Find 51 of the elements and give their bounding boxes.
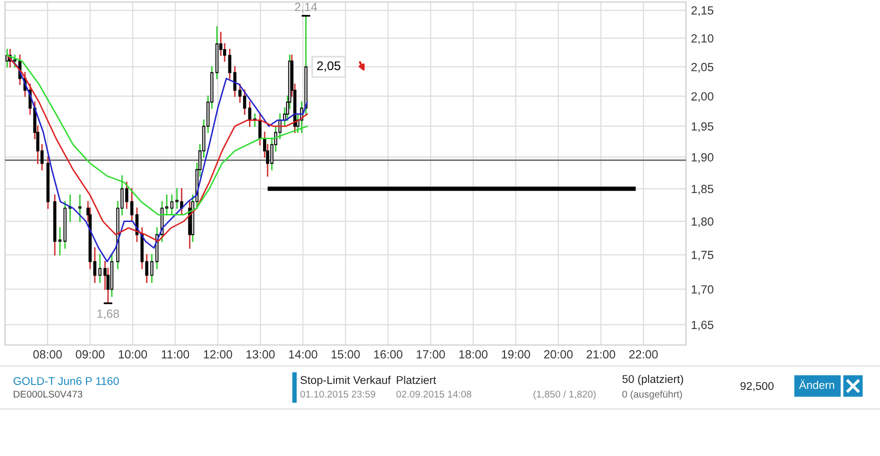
- text: 92,500: [740, 382, 774, 392]
- y-tick-label: 2,00: [691, 92, 714, 102]
- text: Platziert: [396, 376, 436, 384]
- y-tick-label: 2,15: [691, 6, 714, 16]
- text: DE000LS0V473: [14, 390, 82, 398]
- text: 02.09.2015 14:08: [396, 390, 472, 398]
- candlestick: [58, 227, 62, 256]
- text: 01.10.2015 23:59: [300, 390, 376, 398]
- y-tick-label: 1,80: [692, 217, 714, 228]
- annotation: 2,14: [295, 2, 318, 12]
- x-tick-label: 21:00: [586, 350, 616, 359]
- x-tick-label: 12:00: [204, 350, 232, 359]
- text: Stop-Limit Verkauf: [300, 376, 391, 386]
- candlestick: [233, 66, 236, 97]
- x-tick-label: 09:00: [76, 350, 104, 359]
- text: 0 (ausgeführt): [622, 390, 682, 400]
- x-tick-label: 15:00: [332, 350, 360, 359]
- candlestick: [93, 247, 96, 283]
- candlestick: [130, 188, 134, 222]
- candlestick: [248, 101, 252, 127]
- x-tick-label: 13:00: [246, 350, 275, 359]
- candlestick: [170, 194, 174, 216]
- x-tick-label: 14:00: [289, 350, 318, 359]
- text: (1,850 / 1,820): [534, 390, 596, 400]
- y-tick-label: 1,65: [692, 320, 714, 330]
- x-tick-label: 19:00: [502, 350, 530, 359]
- text: 50 (platziert): [622, 374, 684, 386]
- y-tick-label: 1,85: [692, 184, 714, 195]
- x-tick-label: 17:00: [416, 350, 445, 359]
- candlestick: [98, 254, 102, 283]
- candlestick: [150, 254, 154, 283]
- x-tick-label: 22:00: [629, 350, 658, 359]
- x-tick-label: 10:00: [118, 350, 147, 359]
- x-tick-label: 08:00: [33, 350, 62, 359]
- y-tick-label: 1,75: [692, 250, 714, 261]
- candlestick: [228, 48, 232, 80]
- candlestick: [13, 54, 16, 68]
- x-tick-label: 11:00: [162, 350, 190, 359]
- text: Ändern: [799, 380, 834, 389]
- x-tick-label: 16:00: [374, 350, 402, 359]
- y-tick-label: 2,05: [691, 62, 714, 73]
- candlestick: [78, 194, 82, 222]
- text: GOLD-T Jun6 P 1160: [14, 377, 119, 385]
- annotation: 2,05: [317, 61, 340, 72]
- y-tick-label: 2,10: [691, 34, 714, 44]
- y-tick-label: 1,70: [692, 285, 714, 295]
- y-tick-label: 1,95: [692, 122, 714, 132]
- annotation: 1,68: [97, 310, 119, 320]
- x-tick-label: 20:00: [544, 350, 573, 359]
- x-tick-label: 18:00: [459, 350, 488, 359]
- y-tick-label: 1,90: [692, 153, 714, 163]
